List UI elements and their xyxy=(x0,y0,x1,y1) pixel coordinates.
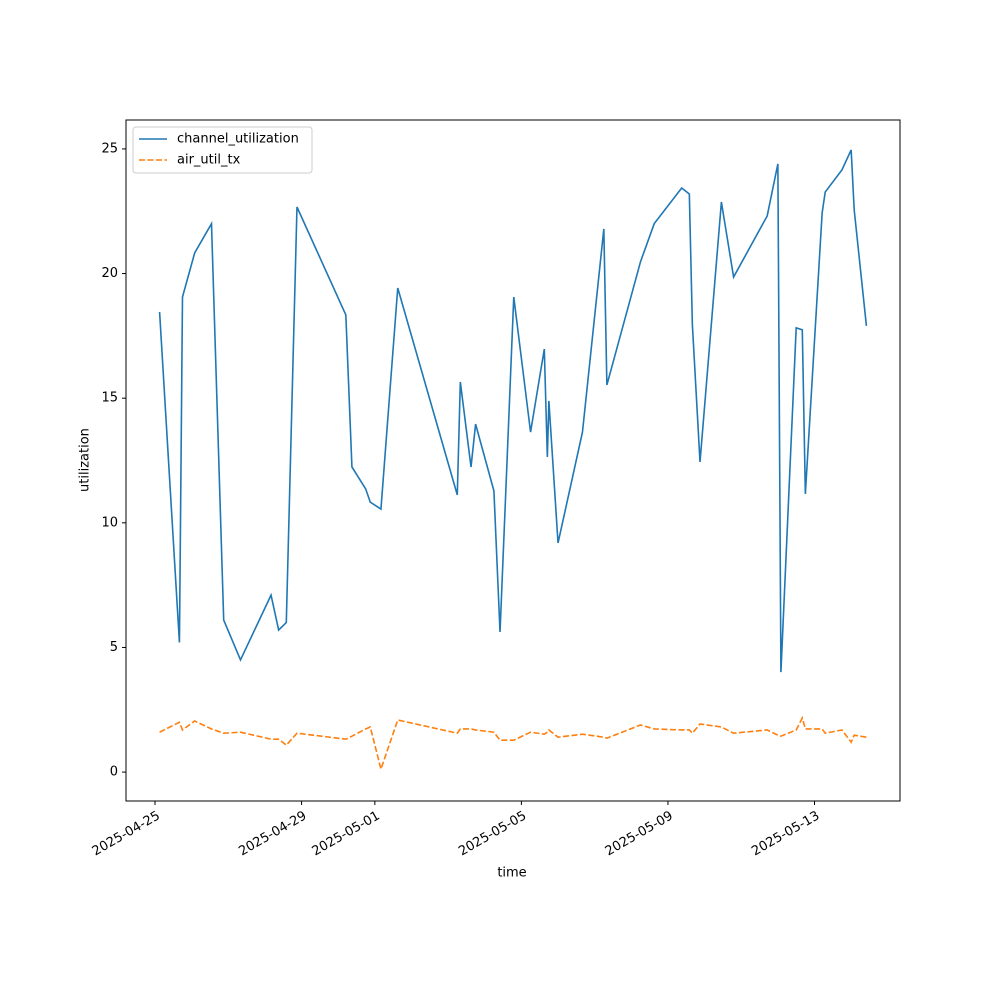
y-tick-label: 0 xyxy=(110,765,118,780)
x-tick-label: 2025-05-05 xyxy=(456,809,529,860)
y-axis-label: utilization xyxy=(78,428,93,492)
x-tick-label: 2025-05-01 xyxy=(310,809,383,860)
y-tick-label: 10 xyxy=(101,515,118,530)
plot-frame xyxy=(125,119,901,802)
data-line xyxy=(159,715,867,772)
x-tick-label: 2025-04-29 xyxy=(236,809,309,860)
y-tick-label: 15 xyxy=(101,391,118,406)
data-line xyxy=(158,149,868,673)
y-tick-label: 20 xyxy=(101,266,118,281)
x-tick-label: 2025-04-25 xyxy=(90,809,163,860)
x-axis-label: time xyxy=(497,866,526,881)
x-tick-label: 2025-05-09 xyxy=(603,809,676,860)
y-tick-label: 25 xyxy=(101,141,118,156)
legend-box xyxy=(132,126,313,174)
legend-label: air_util_tx xyxy=(177,153,241,168)
y-tick-label: 5 xyxy=(110,640,118,655)
x-tick-label: 2025-05-13 xyxy=(749,809,822,860)
legend-label: channel_utilization xyxy=(177,132,299,147)
